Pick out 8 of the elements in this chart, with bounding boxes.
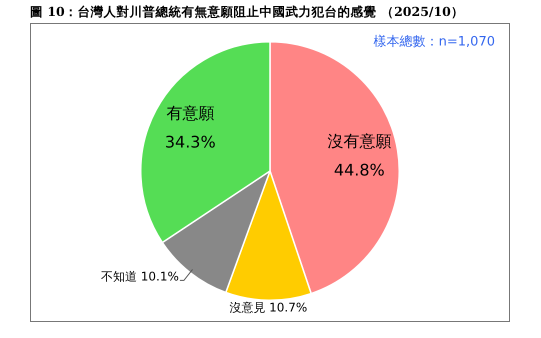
- slice-label: 沒有意願: [327, 132, 392, 151]
- chart-title: 圖 10：台灣人對川普總統有無意願阻止中國武力犯台的感覺 （2025/10）: [30, 4, 464, 21]
- slice-label: 不知道 10.1%: [100, 270, 179, 284]
- data-label: 34.3%: [164, 132, 216, 152]
- slice-label: 沒意見 10.7%: [229, 300, 308, 314]
- data-label: 44.8%: [334, 160, 385, 180]
- slice-label: 有意願: [166, 103, 214, 122]
- text: 樣本總數：n=1,070: [374, 34, 495, 50]
